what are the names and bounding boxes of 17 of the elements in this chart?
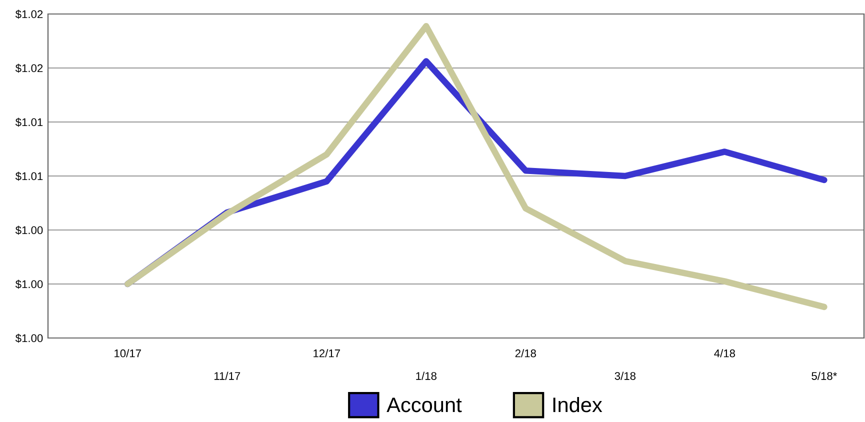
x-tick-label: 2/18 bbox=[515, 349, 536, 358]
legend-label: Account bbox=[386, 398, 462, 412]
x-tick-label: 5/18* bbox=[812, 372, 837, 380]
y-tick-label: $1.02 bbox=[15, 10, 43, 19]
x-tick-label: 11/17 bbox=[214, 372, 240, 380]
y-tick-label: $1.00 bbox=[15, 280, 43, 289]
y-tick-label: $1.02 bbox=[15, 64, 43, 73]
x-tick-label: 4/18 bbox=[714, 349, 736, 358]
x-tick-label: 3/18 bbox=[614, 372, 636, 380]
legend-label: Index bbox=[553, 396, 602, 412]
x-tick-label: 10/17 bbox=[114, 349, 141, 358]
x-tick-label: 12/17 bbox=[314, 349, 340, 358]
x-tick-label: 1/18 bbox=[416, 372, 436, 380]
y-tick-label: $1.00 bbox=[15, 226, 43, 235]
y-tick-label: $1.01 bbox=[15, 118, 43, 127]
y-tick-label: $1.00 bbox=[15, 334, 43, 343]
y-tick-label: $1.01 bbox=[15, 172, 43, 181]
